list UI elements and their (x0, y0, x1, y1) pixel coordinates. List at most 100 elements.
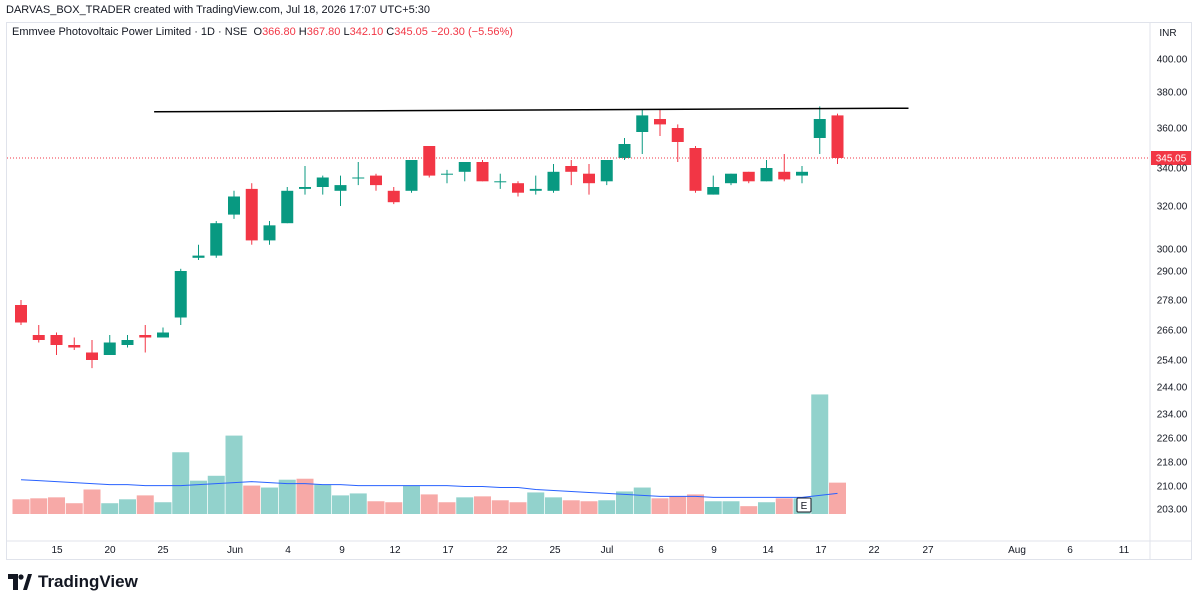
chart-frame (6, 22, 1192, 560)
candle-body (441, 173, 453, 175)
candle-body (725, 173, 737, 184)
candle[interactable] (725, 173, 737, 186)
volume-bar (527, 492, 545, 514)
candle-body (210, 223, 223, 256)
candle[interactable] (654, 110, 666, 136)
candle[interactable] (299, 166, 311, 195)
volume-bar (296, 478, 314, 514)
time-tick-label: Jul (601, 545, 614, 556)
candle[interactable] (707, 175, 720, 195)
volume-bar (687, 494, 704, 514)
candle[interactable] (494, 173, 507, 189)
candle-body (334, 185, 347, 191)
volume-bar (562, 500, 580, 514)
candle[interactable] (405, 160, 418, 193)
candle[interactable] (387, 187, 400, 205)
volume-bar (30, 498, 48, 514)
candle-body (512, 183, 524, 193)
volume-bar (829, 482, 846, 514)
time-tick-label: 4 (285, 545, 291, 556)
candle[interactable] (583, 164, 595, 195)
candle[interactable] (778, 154, 791, 182)
time-tick-label: Jun (227, 545, 243, 556)
overlay-layer: 345.05 E (7, 107, 1191, 513)
candle[interactable] (370, 173, 382, 191)
candle[interactable] (512, 181, 524, 197)
candle[interactable] (352, 162, 365, 186)
volume-bar (314, 484, 332, 514)
candle[interactable] (813, 106, 826, 154)
candle[interactable] (50, 332, 63, 356)
candle-body (796, 171, 808, 176)
candle[interactable] (742, 171, 755, 184)
volume-bar (491, 500, 509, 514)
candle[interactable] (139, 325, 152, 353)
price-tick-label: 234.00 (1157, 410, 1188, 421)
horizontal-trendline[interactable] (154, 107, 909, 113)
candle-body (760, 168, 773, 182)
candle-body (32, 335, 45, 340)
candles-layer (15, 106, 844, 369)
tradingview-logo-text: TradingView (38, 572, 138, 591)
candle[interactable] (831, 113, 844, 164)
time-tick-label: 25 (157, 545, 169, 556)
candle[interactable] (245, 183, 258, 245)
time-tick-label: 17 (442, 545, 454, 556)
time-tick-label: 25 (549, 545, 561, 556)
volume-bar (633, 487, 651, 514)
candle[interactable] (796, 166, 808, 184)
candle[interactable] (228, 190, 240, 219)
tradingview-logo[interactable]: TradingView (8, 572, 138, 592)
candle[interactable] (316, 175, 329, 195)
candle-body (707, 187, 720, 195)
candle[interactable] (68, 337, 81, 351)
candle[interactable] (263, 221, 276, 245)
candle-body (316, 177, 329, 187)
candle[interactable] (86, 340, 98, 369)
price-tick-label: 210.00 (1157, 482, 1188, 493)
price-tick-label: 300.00 (1157, 245, 1188, 256)
high-label: H (298, 26, 307, 38)
candle[interactable] (618, 138, 631, 160)
earnings-marker-box[interactable] (796, 497, 812, 513)
candle[interactable] (671, 124, 684, 162)
candle[interactable] (334, 175, 347, 206)
time-tick-label: 11 (1119, 545, 1130, 556)
candle[interactable] (103, 335, 116, 355)
candle[interactable] (565, 160, 578, 186)
candle[interactable] (547, 164, 560, 193)
candle[interactable] (210, 221, 223, 258)
candle[interactable] (157, 327, 169, 338)
candle-body (423, 146, 436, 176)
volume-bar (545, 497, 562, 514)
candle[interactable] (441, 169, 453, 184)
candle[interactable] (281, 187, 294, 224)
time-tick-label: 20 (104, 545, 116, 556)
volume-ma-line (20, 479, 838, 498)
close-value: 345.05 (394, 26, 428, 38)
candle[interactable] (760, 160, 773, 182)
volume-bar (403, 485, 420, 514)
candle[interactable] (636, 110, 649, 154)
candle[interactable] (32, 325, 45, 343)
candle[interactable] (476, 160, 489, 182)
candle[interactable] (174, 268, 187, 325)
time-tick-label: 12 (389, 545, 401, 556)
price-change: −20.30 (−5.56%) (430, 26, 513, 38)
candle[interactable] (15, 300, 27, 325)
candle-body (742, 171, 755, 182)
volume-bar (190, 480, 207, 514)
candle[interactable] (423, 146, 436, 178)
candle[interactable] (529, 175, 542, 195)
candle[interactable] (121, 335, 134, 348)
last-price-badge (1151, 151, 1191, 165)
candle[interactable] (192, 244, 205, 260)
candle-body (281, 190, 294, 224)
candle[interactable] (600, 160, 613, 186)
time-tick-label: 9 (711, 545, 717, 556)
candle[interactable] (689, 146, 702, 193)
candle[interactable] (458, 162, 471, 182)
candle-body (263, 225, 276, 241)
symbol-name: Emmvee Photovoltaic Power Limited · 1D ·… (12, 26, 248, 38)
